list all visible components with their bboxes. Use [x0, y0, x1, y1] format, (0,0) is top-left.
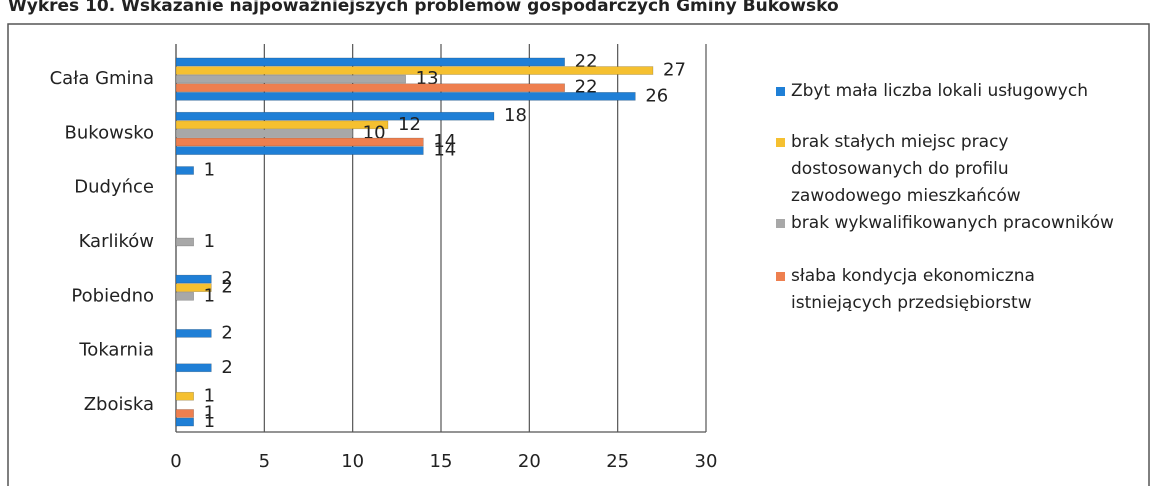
- bar: [175, 57, 565, 67]
- legend-label: Zbyt mała liczba lokali usługowych: [791, 81, 1088, 101]
- legend-label: brak stałych miejsc pracy dostosowanych …: [791, 132, 1021, 206]
- chart-frame: [7, 23, 1150, 486]
- bar: [175, 166, 194, 175]
- y-tick-label: Tokarnia: [78, 340, 154, 361]
- data-label: 27: [663, 60, 686, 81]
- y-tick-label: Karlików: [79, 231, 154, 252]
- x-tick-label: 20: [518, 451, 541, 472]
- legend-item: Zbyt mała liczba lokali usługowych: [776, 78, 1146, 105]
- bar: [175, 146, 424, 155]
- bar: [175, 66, 654, 75]
- bar: [175, 83, 565, 93]
- bar: [175, 92, 636, 101]
- y-tick-label: Bukowsko: [65, 122, 154, 143]
- y-tick-label: Dudyńce: [74, 177, 154, 198]
- x-tick-label: 30: [695, 451, 718, 472]
- bar: [175, 329, 212, 338]
- data-label: 1: [204, 285, 215, 306]
- bar: [175, 74, 406, 84]
- data-label: 1: [204, 231, 215, 252]
- data-label: 18: [504, 105, 527, 126]
- bar: [175, 129, 353, 138]
- bar: [175, 391, 194, 401]
- data-label: 2: [221, 357, 232, 378]
- data-label: 14: [433, 131, 456, 152]
- data-label: 14: [433, 140, 456, 161]
- legend-swatch: [776, 272, 785, 281]
- data-label: 2: [221, 322, 232, 343]
- legend-label: słaba kondycja ekonomiczna istniejących …: [791, 266, 1035, 313]
- legend-label: brak wykwalifikowanych pracowników: [791, 213, 1114, 233]
- data-label: 1: [204, 385, 215, 406]
- x-tick-label: 15: [430, 451, 453, 472]
- chart-title: Wykres 10. Wskazanie najpoważniejszych p…: [8, 0, 839, 16]
- bar: [175, 291, 194, 301]
- bar: [175, 120, 389, 130]
- bar: [175, 237, 194, 247]
- bar: [175, 274, 212, 284]
- data-label: 1: [204, 402, 215, 423]
- legend-swatch: [776, 87, 785, 96]
- x-tick-label: 25: [606, 451, 629, 472]
- data-label: 1: [204, 411, 215, 432]
- legend-swatch: [776, 138, 785, 147]
- data-label: 1: [204, 160, 215, 181]
- legend-item: słaba kondycja ekonomiczna istniejących …: [776, 263, 1146, 317]
- y-tick-label: Zboiska: [84, 394, 154, 415]
- bar: [175, 137, 424, 147]
- x-tick-label: 10: [341, 451, 364, 472]
- bar: [175, 363, 212, 373]
- data-label: 2: [221, 277, 232, 298]
- legend-swatch: [776, 219, 785, 228]
- bar: [175, 417, 194, 427]
- legend-item: brak stałych miejsc pracy dostosowanych …: [776, 129, 1146, 210]
- data-label: 2: [221, 268, 232, 289]
- legend-item: brak wykwalifikowanych pracowników: [776, 210, 1146, 237]
- bar: [175, 409, 194, 418]
- legend: Zbyt mała liczba lokali usługowych brak s…: [776, 78, 1146, 317]
- data-label: 26: [645, 85, 668, 106]
- y-tick-label: Cała Gmina: [50, 68, 154, 89]
- bar: [175, 111, 495, 121]
- y-tick-label: Pobiedno: [71, 285, 154, 306]
- x-tick-label: 5: [259, 451, 270, 472]
- bar: [175, 283, 212, 292]
- data-label: 12: [398, 114, 421, 135]
- x-tick-label: 0: [170, 451, 181, 472]
